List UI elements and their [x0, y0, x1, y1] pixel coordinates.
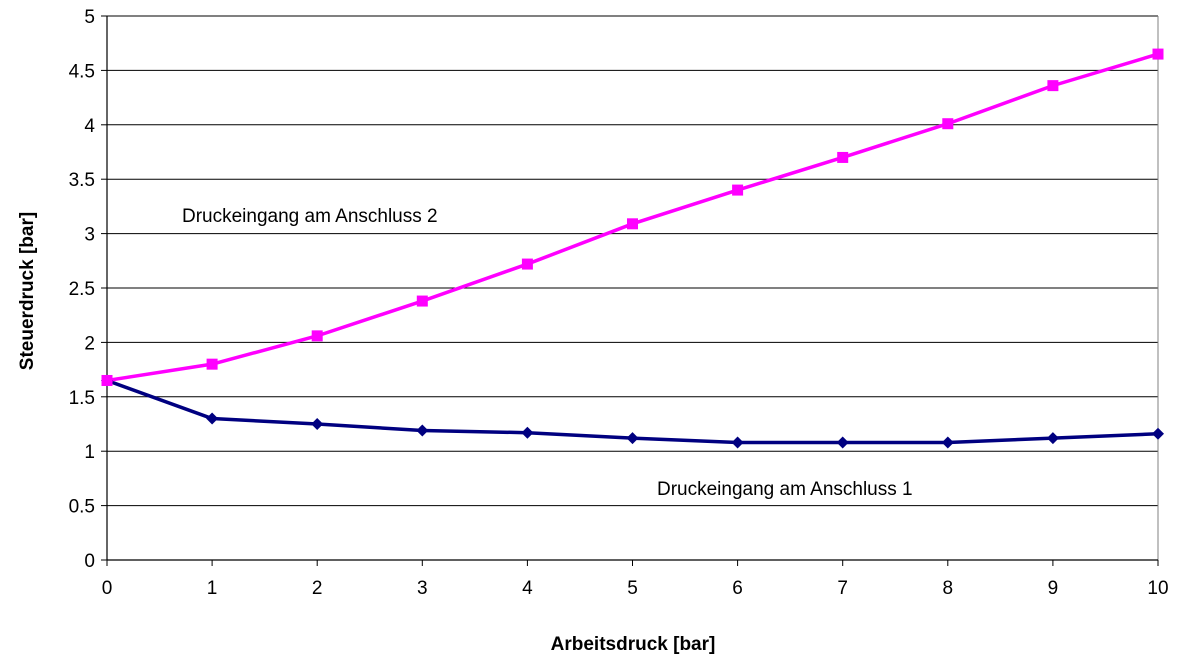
x-axis-title: Arbeitsdruck [bar] [551, 634, 716, 655]
y-axis-title: Steuerdruck [bar] [17, 212, 38, 370]
series-markers [101, 48, 1164, 449]
series-1-point-6 [732, 184, 744, 196]
series-0-point-3 [416, 424, 429, 437]
tick-labels: 0 0.5 1 1.5 2 2.5 3 3.5 4 4.5 5 0 1 2 3 4 5 6 7 8 9 10 [69, 7, 1169, 599]
series-1-point-4 [521, 258, 533, 270]
y-tick-label-8: 4 [84, 116, 95, 137]
y-tick-label-0: 0 [84, 551, 95, 572]
y-tick-label-10: 5 [84, 7, 95, 28]
y-tick-label-5: 2.5 [69, 279, 95, 300]
x-tick-label-10: 10 [1147, 578, 1168, 599]
x-tick-label-7: 7 [837, 578, 848, 599]
series-1-point-0 [101, 374, 113, 386]
series-0-point-10 [1152, 427, 1164, 440]
series-1-point-2 [311, 330, 323, 342]
series-1-point-5 [627, 218, 638, 230]
series-0-point-2 [311, 418, 324, 430]
x-tick-label-0: 0 [102, 578, 113, 599]
annotation-anschluss-2: Druckeingang am Anschluss 2 [182, 206, 438, 227]
x-tick-label-3: 3 [417, 578, 428, 599]
gridlines [107, 15, 1158, 507]
x-tick-label-8: 8 [943, 578, 954, 599]
y-tick-label-3: 1.5 [69, 388, 95, 409]
series-0-point-4 [521, 426, 534, 439]
series-0-point-8 [941, 436, 954, 449]
x-tick-label-9: 9 [1048, 578, 1059, 599]
series-0-point-7 [836, 436, 849, 449]
x-tick-label-2: 2 [312, 578, 323, 599]
annotation-anschluss-1: Druckeingang am Anschluss 1 [657, 479, 913, 500]
series-1-point-9 [1047, 80, 1059, 92]
y-tick-label-6: 3 [84, 225, 95, 246]
y-tick-label-2: 1 [84, 442, 95, 463]
y-tick-label-1: 0.5 [69, 497, 95, 518]
x-tick-label-5: 5 [627, 578, 638, 599]
series-1-point-3 [416, 295, 428, 307]
series-lines [106, 52, 1159, 445]
series-0-point-9 [1046, 432, 1059, 445]
y-tick-label-7: 3.5 [69, 170, 95, 191]
y-tick-label-9: 4.5 [69, 61, 95, 82]
series-1-point-7 [837, 151, 849, 163]
series-1-point-1 [206, 358, 218, 370]
series-1-point-8 [942, 118, 954, 130]
x-tick-label-6: 6 [732, 578, 743, 599]
x-tick-label-4: 4 [522, 578, 533, 599]
series-0-point-1 [206, 412, 219, 425]
series-0-point-6 [731, 436, 744, 449]
series-0-point-5 [626, 432, 639, 445]
series-1-point-10 [1152, 48, 1164, 60]
x-tick-label-1: 1 [207, 578, 218, 599]
y-tick-label-4: 2 [84, 333, 95, 354]
